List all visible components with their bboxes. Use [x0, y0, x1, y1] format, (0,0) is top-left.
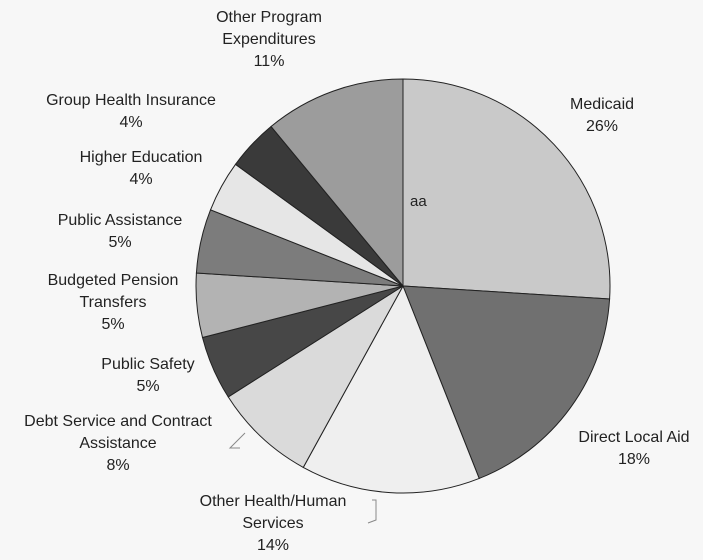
- category-label: Higher Education: [79, 149, 203, 166]
- value-label: 5%: [101, 316, 125, 333]
- value-label: 26%: [585, 118, 619, 135]
- category-label: Public Assistance: [57, 212, 183, 229]
- annotation: aa: [410, 193, 427, 210]
- value-label: 5%: [136, 378, 160, 395]
- pie-slice: [270, 78, 404, 288]
- leader-line: [367, 499, 377, 524]
- value-label: 14%: [256, 537, 290, 554]
- pie-slice: [402, 285, 611, 480]
- slice-label: Direct Local Aid 18%: [559, 427, 703, 471]
- slice-label: Debt Service and Contract Assistance 8%: [6, 411, 231, 477]
- slice-label: Group Health Insurance 4%: [26, 90, 236, 134]
- category-label: Direct Local Aid: [578, 429, 690, 446]
- slice-label: Public Assistance 5%: [35, 210, 205, 254]
- value-label: 4%: [119, 114, 143, 131]
- value-label: 18%: [617, 451, 651, 468]
- category-label: Budgeted Pension Transfers: [47, 272, 179, 311]
- value-label: 8%: [106, 457, 130, 474]
- slice-label: Higher Education 4%: [61, 147, 221, 191]
- pie-slice: [402, 78, 611, 300]
- category-label: Public Safety: [101, 356, 195, 373]
- category-label: Other Health/Human Services: [199, 493, 347, 532]
- slice-label: Other Program Expenditures 11%: [199, 7, 339, 73]
- slice-label: Medicaid 26%: [537, 94, 667, 138]
- slice-label: Other Health/Human Services 14%: [193, 491, 353, 557]
- category-label: Debt Service and Contract Assistance: [24, 413, 212, 452]
- leader-line: [228, 432, 246, 449]
- value-label: 11%: [253, 53, 285, 70]
- pie-slice: [302, 284, 480, 494]
- category-label: Other Program Expenditures: [216, 9, 322, 48]
- category-label: Medicaid: [569, 96, 635, 113]
- value-label: 4%: [129, 171, 153, 188]
- value-label: 5%: [108, 234, 132, 251]
- slice-label: Public Safety 5%: [78, 354, 218, 398]
- slice-label: Budgeted Pension Transfers 5%: [33, 270, 193, 336]
- pie-slice: [227, 285, 404, 469]
- category-label: Group Health Insurance: [46, 92, 216, 109]
